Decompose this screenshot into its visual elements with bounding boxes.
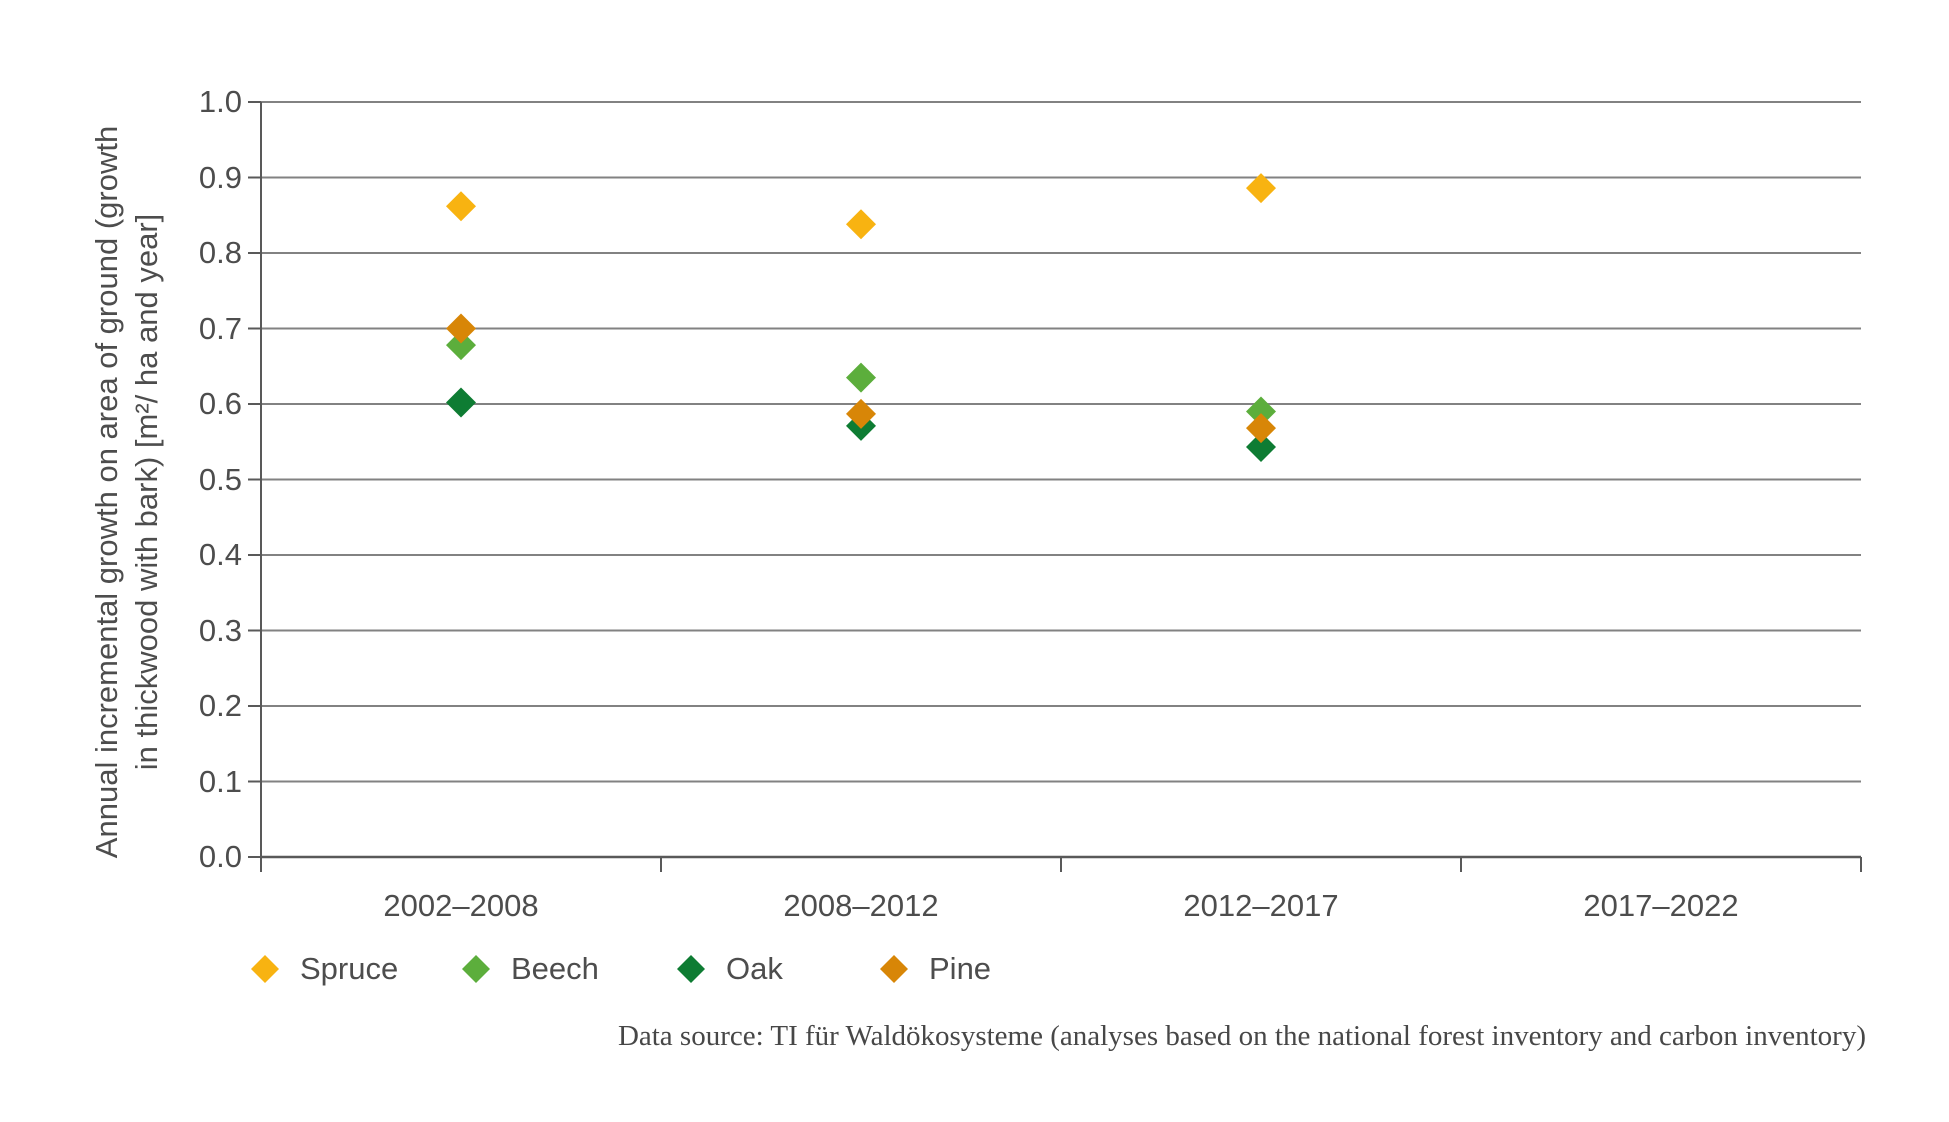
legend-item-beech: Beech xyxy=(461,948,599,990)
data-point-spruce-2012-2017 xyxy=(1246,173,1276,204)
legend-label: Pine xyxy=(929,951,992,986)
y-tick-label: 0.8 xyxy=(198,235,242,270)
legend-label: Oak xyxy=(726,951,783,986)
legend-marker-pine-icon xyxy=(880,955,908,983)
y-tick-label: 0.2 xyxy=(198,688,242,723)
y-tick-label: 0.7 xyxy=(198,310,242,346)
legend-item-spruce: Spruce xyxy=(250,948,398,990)
legend-label: Spruce xyxy=(300,951,399,986)
data-point-pine-2002-2008 xyxy=(446,313,476,344)
source-note: Data source: TI für Waldökosysteme (anal… xyxy=(617,1020,1866,1052)
legend-marker-spruce-icon xyxy=(251,955,279,983)
x-tick-label: 2002–2008 xyxy=(383,888,539,923)
data-point-beech-2012-2017 xyxy=(1246,396,1276,427)
data-point-oak-2002-2008 xyxy=(446,387,476,418)
x-tick-label: 2008–2012 xyxy=(783,888,939,923)
x-tick-label: 2017–2022 xyxy=(1583,888,1739,923)
data-point-beech-2008-2012 xyxy=(846,362,876,393)
y-tick-label: 0.5 xyxy=(198,461,242,497)
legend-item-pine: Pine xyxy=(879,948,991,990)
y-tick-label: 0.3 xyxy=(198,612,242,648)
legend-label: Beech xyxy=(511,951,599,986)
y-tick-label: 0.9 xyxy=(198,159,242,195)
data-point-spruce-2008-2012 xyxy=(846,209,876,240)
y-tick-label: 0.0 xyxy=(198,839,242,874)
data-point-spruce-2002-2008 xyxy=(446,191,476,222)
data-point-beech-2002-2008 xyxy=(446,330,476,361)
legend-item-oak: Oak xyxy=(676,948,783,990)
y-tick-label: 0.6 xyxy=(198,386,242,421)
data-point-oak-2012-2017 xyxy=(1246,432,1276,463)
x-tick-label: 2012–2017 xyxy=(1183,888,1339,923)
data-point-pine-2008-2012 xyxy=(846,398,876,429)
y-tick-label: 1.0 xyxy=(198,84,242,119)
legend-marker-oak-icon xyxy=(677,955,705,983)
diamond-icon xyxy=(880,955,908,983)
data-point-pine-2012-2017 xyxy=(1246,413,1276,444)
diamond-icon xyxy=(251,955,279,983)
chart-legend: Spruce Beech Oak Pine xyxy=(0,948,1949,990)
y-tick-label: 0.1 xyxy=(198,763,242,799)
diamond-icon xyxy=(677,955,705,983)
diamond-icon xyxy=(462,955,490,983)
legend-marker-beech-icon xyxy=(462,955,490,983)
y-tick-label: 0.4 xyxy=(198,537,242,572)
